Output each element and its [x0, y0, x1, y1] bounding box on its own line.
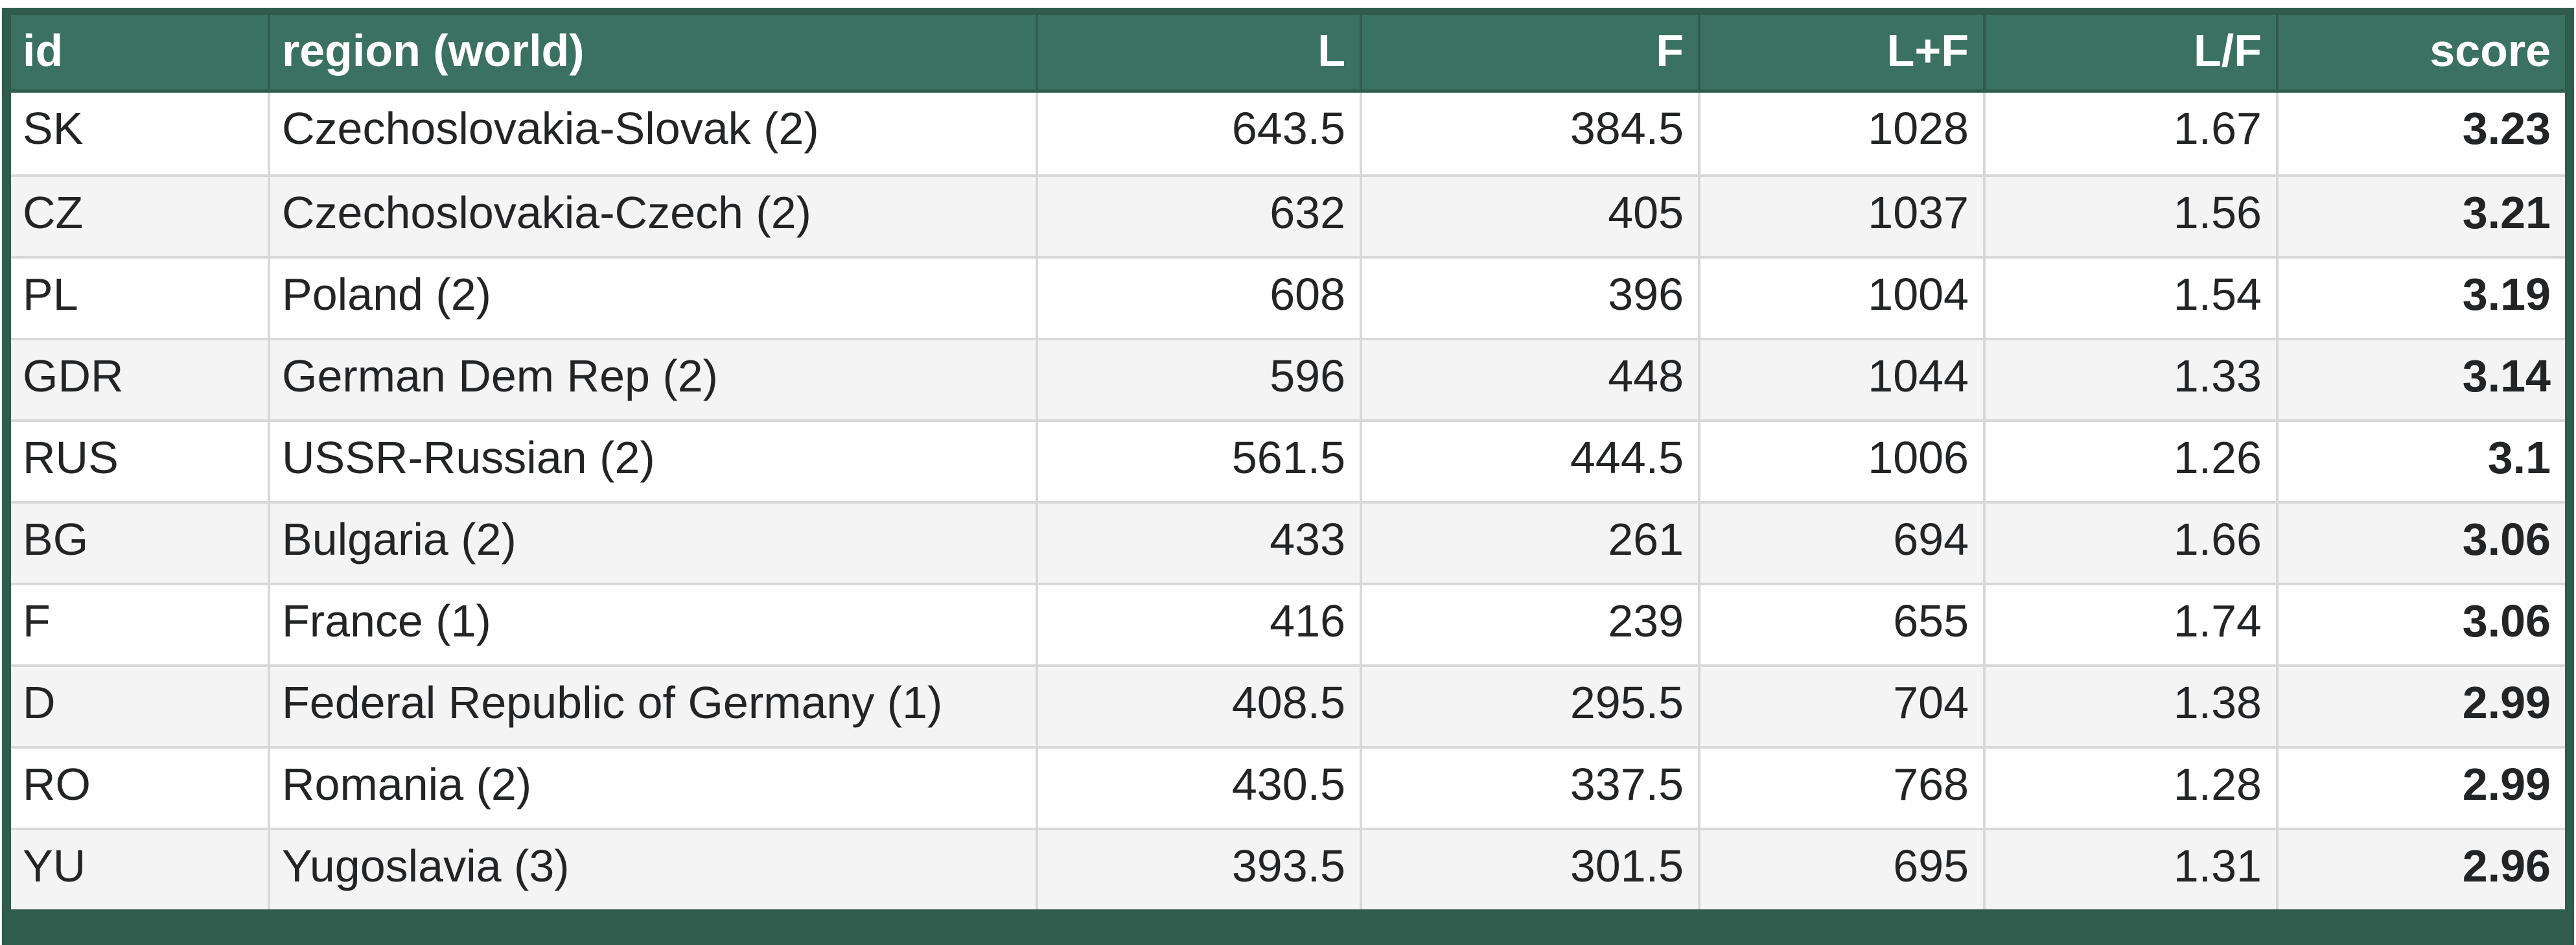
cell-F: 396: [1362, 256, 1700, 338]
cell-score: 3.06: [2279, 583, 2565, 664]
cell-id: BG: [11, 501, 270, 583]
cell-F: 301.5: [1362, 828, 1700, 909]
cell-id: RO: [11, 746, 270, 828]
cell-id: F: [11, 583, 270, 664]
table-row: RUS USSR-Russian (2) 561.5 444.5 1006 1.26 3.1: [11, 419, 2565, 501]
header-cell-id: id: [11, 15, 270, 93]
cell-region: Bulgaria (2): [270, 501, 1038, 583]
header-cell-l-over-f: L/F: [1986, 15, 2279, 93]
cell-score: 3.19: [2279, 256, 2565, 338]
standings-table: id region (world) L F L+F L/F score SK Cz…: [11, 15, 2565, 909]
cell-region: Czechoslovakia-Slovak (2): [270, 93, 1038, 174]
cell-score: 3.06: [2279, 501, 2565, 583]
cell-LoverF: 1.74: [1986, 583, 2279, 664]
cell-id: YU: [11, 828, 270, 909]
cell-LoverF: 1.31: [1986, 828, 2279, 909]
cell-id: CZ: [11, 174, 270, 256]
cell-L: 608: [1038, 256, 1362, 338]
cell-region: Federal Republic of Germany (1): [270, 664, 1038, 746]
header-cell-score: score: [2279, 15, 2565, 93]
cell-F: 405: [1362, 174, 1700, 256]
table-row: CZ Czechoslovakia-Czech (2) 632 405 1037 1.56…: [11, 174, 2565, 256]
header-cell-f: F: [1362, 15, 1700, 93]
table-row: RO Romania (2) 430.5 337.5 768 1.28 2.99: [11, 746, 2565, 828]
table-row: F France (1) 416 239 655 1.74 3.06: [11, 583, 2565, 664]
cell-region: France (1): [270, 583, 1038, 664]
cell-L: 561.5: [1038, 419, 1362, 501]
cell-score: 3.1: [2279, 419, 2565, 501]
cell-LplusF: 1044: [1700, 338, 1986, 419]
cell-LplusF: 1004: [1700, 256, 1986, 338]
cell-LplusF: 1028: [1700, 93, 1986, 174]
cell-score: 2.96: [2279, 828, 2565, 909]
cell-LoverF: 1.26: [1986, 419, 2279, 501]
cell-LplusF: 1006: [1700, 419, 1986, 501]
cell-L: 408.5: [1038, 664, 1362, 746]
cell-score: 2.99: [2279, 746, 2565, 828]
table-row: BG Bulgaria (2) 433 261 694 1.66 3.06: [11, 501, 2565, 583]
cell-LplusF: 768: [1700, 746, 1986, 828]
cell-LoverF: 1.28: [1986, 746, 2279, 828]
cell-id: GDR: [11, 338, 270, 419]
cell-F: 384.5: [1362, 93, 1700, 174]
cell-score: 3.14: [2279, 338, 2565, 419]
cell-L: 596: [1038, 338, 1362, 419]
cell-LplusF: 695: [1700, 828, 1986, 909]
cell-region: Romania (2): [270, 746, 1038, 828]
standings-table-body: SK Czechoslovakia-Slovak (2) 643.5 384.5 102…: [11, 93, 2565, 909]
header-cell-region: region (world): [270, 15, 1038, 93]
cell-L: 433: [1038, 501, 1362, 583]
cell-LplusF: 1037: [1700, 174, 1986, 256]
cell-score: 3.23: [2462, 103, 2551, 154]
cell-L: 393.5: [1038, 828, 1362, 909]
cell-LplusF: 704: [1700, 664, 1986, 746]
header-cell-l-plus-f: L+F: [1700, 15, 1986, 93]
cell-L: 430.5: [1038, 746, 1362, 828]
cell-region: Yugoslavia (3): [270, 828, 1038, 909]
cell-score: 2.99: [2279, 664, 2565, 746]
table-row: D Federal Republic of Germany (1) 408.5 295…: [11, 664, 2565, 746]
cell-region: German Dem Rep (2): [270, 338, 1038, 419]
cell-id: RUS: [11, 419, 270, 501]
table-row: SK Czechoslovakia-Slovak (2) 643.5 384.5 102…: [11, 93, 2565, 174]
cell-F: 239: [1362, 583, 1700, 664]
cell-LplusF: 655: [1700, 583, 1986, 664]
table-row: GDR German Dem Rep (2) 596 448 1044 1.33 3.14: [11, 338, 2565, 419]
cell-L: 643.5: [1038, 93, 1362, 174]
cell-L: 416: [1038, 583, 1362, 664]
cell-region: USSR-Russian (2): [270, 419, 1038, 501]
cell-F: 448: [1362, 338, 1700, 419]
cell-F: 337.5: [1362, 746, 1700, 828]
cell-score: 3.21: [2279, 174, 2565, 256]
cell-id: PL: [11, 256, 270, 338]
table-row: YU Yugoslavia (3) 393.5 301.5 695 1.31 2.96: [11, 828, 2565, 909]
standings-table-frame: id region (world) L F L+F L/F score SK Cz…: [2, 8, 2574, 945]
cell-LplusF: 694: [1700, 501, 1986, 583]
cell-LoverF: 1.54: [1986, 256, 2279, 338]
cell-LoverF: 1.33: [1986, 338, 2279, 419]
cell-F: 295.5: [1362, 664, 1700, 746]
cell-region: Czechoslovakia-Czech (2): [270, 174, 1038, 256]
cell-region: Poland (2): [270, 256, 1038, 338]
cell-id: D: [11, 664, 270, 746]
cell-id: SK: [11, 93, 270, 174]
header-cell-l: L: [1038, 15, 1362, 93]
cell-F: 444.5: [1362, 419, 1700, 501]
cell-LoverF: 1.66: [1986, 501, 2279, 583]
cell-F: 261: [1362, 501, 1700, 583]
header-row: id region (world) L F L+F L/F score: [11, 15, 2565, 93]
cell-LoverF: 1.56: [1986, 174, 2279, 256]
cell-L: 632: [1038, 174, 1362, 256]
table-row: PL Poland (2) 608 396 1004 1.54 3.19: [11, 256, 2565, 338]
cell-LoverF: 1.67: [1986, 93, 2279, 174]
cell-LoverF: 1.38: [1986, 664, 2279, 746]
